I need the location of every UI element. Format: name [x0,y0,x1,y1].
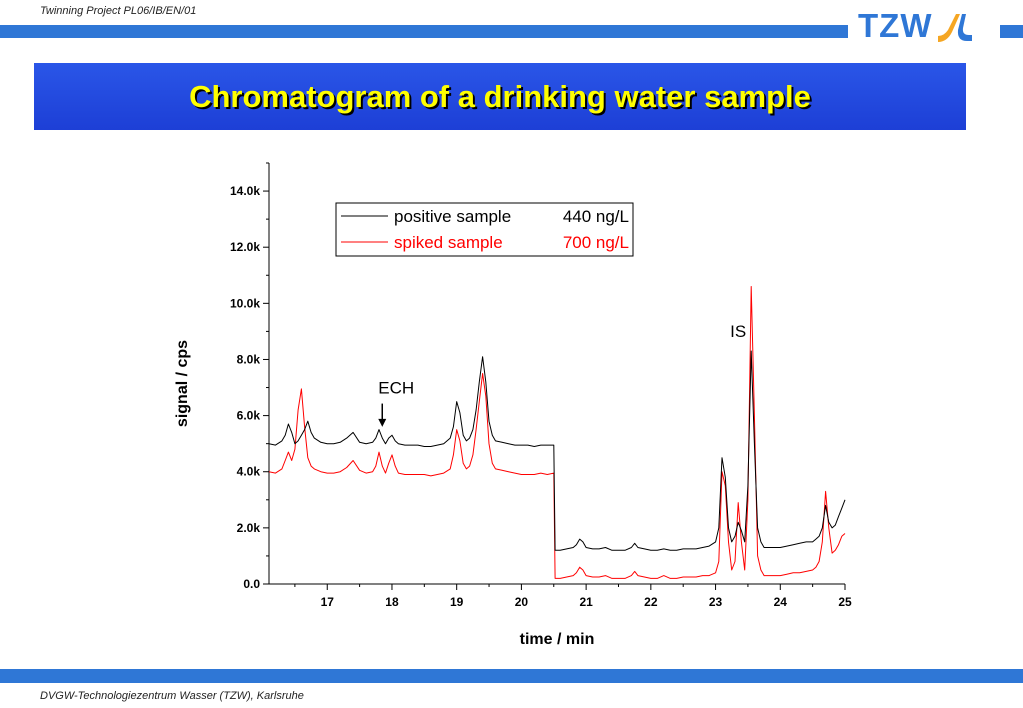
logo-orange-swoosh [938,14,960,42]
y-axis-label: signal / cps [174,340,191,427]
x-tick-label: 19 [450,595,464,609]
x-tick-label: 20 [515,595,529,609]
annotation-is-label: IS [730,322,746,341]
series-positive-sample [268,350,846,551]
x-tick-label: 21 [579,595,593,609]
y-tick-label: 2.0k [237,521,261,535]
x-tick-label: 17 [321,595,335,609]
bottom-accent-bar [0,669,1023,683]
y-tick-label: 10.0k [230,296,260,310]
y-tick-label: 12.0k [230,240,260,254]
tzw-logo: TZW [858,8,990,44]
top-accent-bar-end [1000,25,1023,38]
title-banner: Chromatogram of a drinking water sample [34,63,966,130]
x-axis-label: time / min [520,631,595,648]
chromatogram-chart: 0.0 2.0k 4.0k 6.0k 8.0k 10.0k 12.0k 14.0k 17 18 19… [174,162,852,648]
x-tick-label: 25 [838,595,852,609]
annotation-ech-label: ECH [378,379,414,398]
logo-text: TZW [858,7,933,44]
annotation-ech-arrowhead [378,418,387,427]
y-tick-label: 6.0k [237,409,261,423]
x-tick-label: 24 [774,595,788,609]
y-tick-label: 14.0k [230,184,260,198]
chart-legend: positive sample 440 ng/L spiked sample 700 … [335,202,634,257]
legend-entry-value: 440 ng/L [563,207,629,226]
x-tick-label: 22 [644,595,658,609]
chart-axes: 0.0 2.0k 4.0k 6.0k 8.0k 10.0k 12.0k 14.0k 17 18 19… [174,162,852,648]
x-tick-label: 18 [385,595,399,609]
y-tick-label: 4.0k [237,465,261,479]
logo-mark [938,14,972,42]
legend-entry-name: spiked sample [394,233,503,252]
series-spiked-sample [268,286,846,579]
y-tick-label: 0.0 [243,577,260,591]
top-accent-bar [0,25,848,38]
chart-panel: 0.0 2.0k 4.0k 6.0k 8.0k 10.0k 12.0k 14.0k 17 18 19… [155,148,868,658]
legend-box [335,202,634,257]
chart-annotations: ECH IS [378,322,746,427]
legend-entry-value: 700 ng/L [563,233,629,252]
header-project-label: Twinning Project PL06/IB/EN/01 [40,5,197,17]
logo-blue-swoosh [957,14,972,41]
slide-title: Chromatogram of a drinking water sample [189,78,811,114]
chart-series [268,286,846,579]
legend-entry-name: positive sample [394,207,511,226]
footer-label: DVGW-Technologiezentrum Wasser (TZW), Ka… [40,690,304,702]
x-tick-label: 23 [709,595,723,609]
y-tick-label: 8.0k [237,352,261,366]
